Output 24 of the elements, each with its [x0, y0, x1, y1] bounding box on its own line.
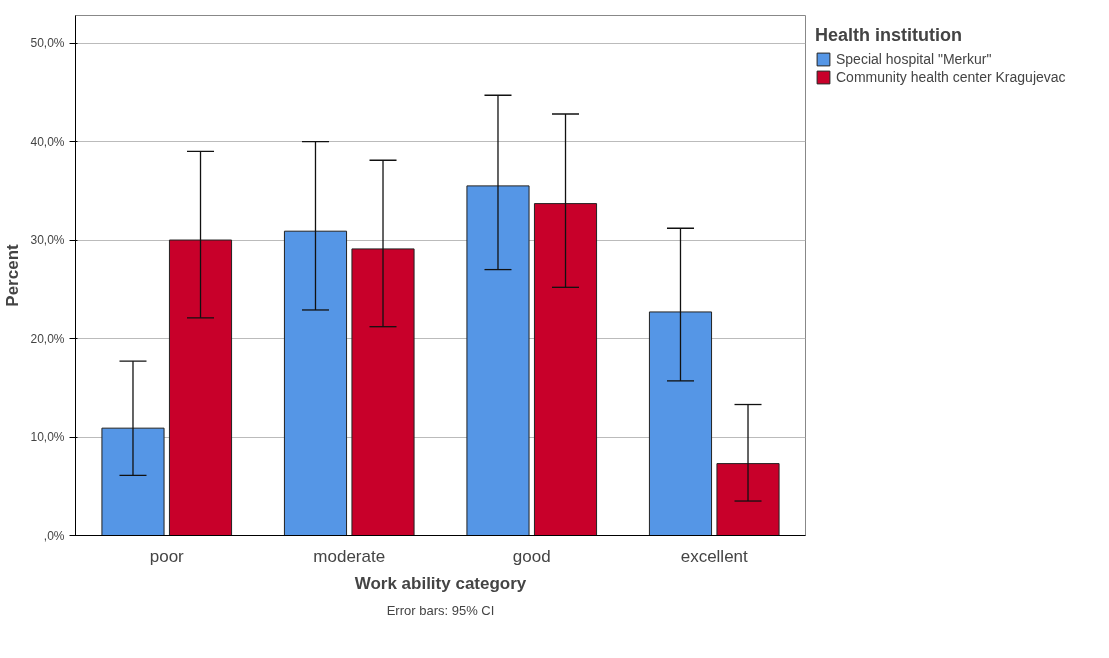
x-tick-label: poor	[149, 546, 185, 566]
bar	[716, 463, 780, 536]
y-tick-label: 40,0%	[30, 134, 65, 149]
y-tick-label: 50,0%	[30, 36, 65, 51]
y-axis-title: Percent	[3, 243, 23, 307]
y-tick-label: 30,0%	[30, 233, 65, 248]
bar	[648, 311, 713, 536]
y-tick-label: 10,0%	[30, 430, 65, 445]
text: Error bars: 95% CI	[386, 602, 495, 618]
bar	[101, 427, 165, 536]
bar	[466, 185, 530, 536]
legend-label: Community health center Kragujevac	[836, 69, 1066, 85]
x-axis-title: Work ability category	[354, 573, 527, 593]
legend-label: Special hospital "Merkur"	[836, 51, 992, 67]
legend-title: Health institution	[815, 25, 963, 46]
y-tick-label: 20,0%	[30, 331, 65, 346]
bar	[533, 203, 598, 536]
bar	[168, 239, 233, 536]
x-tick-label: moderate	[313, 546, 386, 566]
x-tick-label: good	[512, 546, 551, 566]
y-tick-label: ,0%	[43, 528, 65, 543]
bar	[351, 248, 415, 536]
x-tick-label: excellent	[680, 546, 749, 566]
bar	[283, 230, 348, 536]
